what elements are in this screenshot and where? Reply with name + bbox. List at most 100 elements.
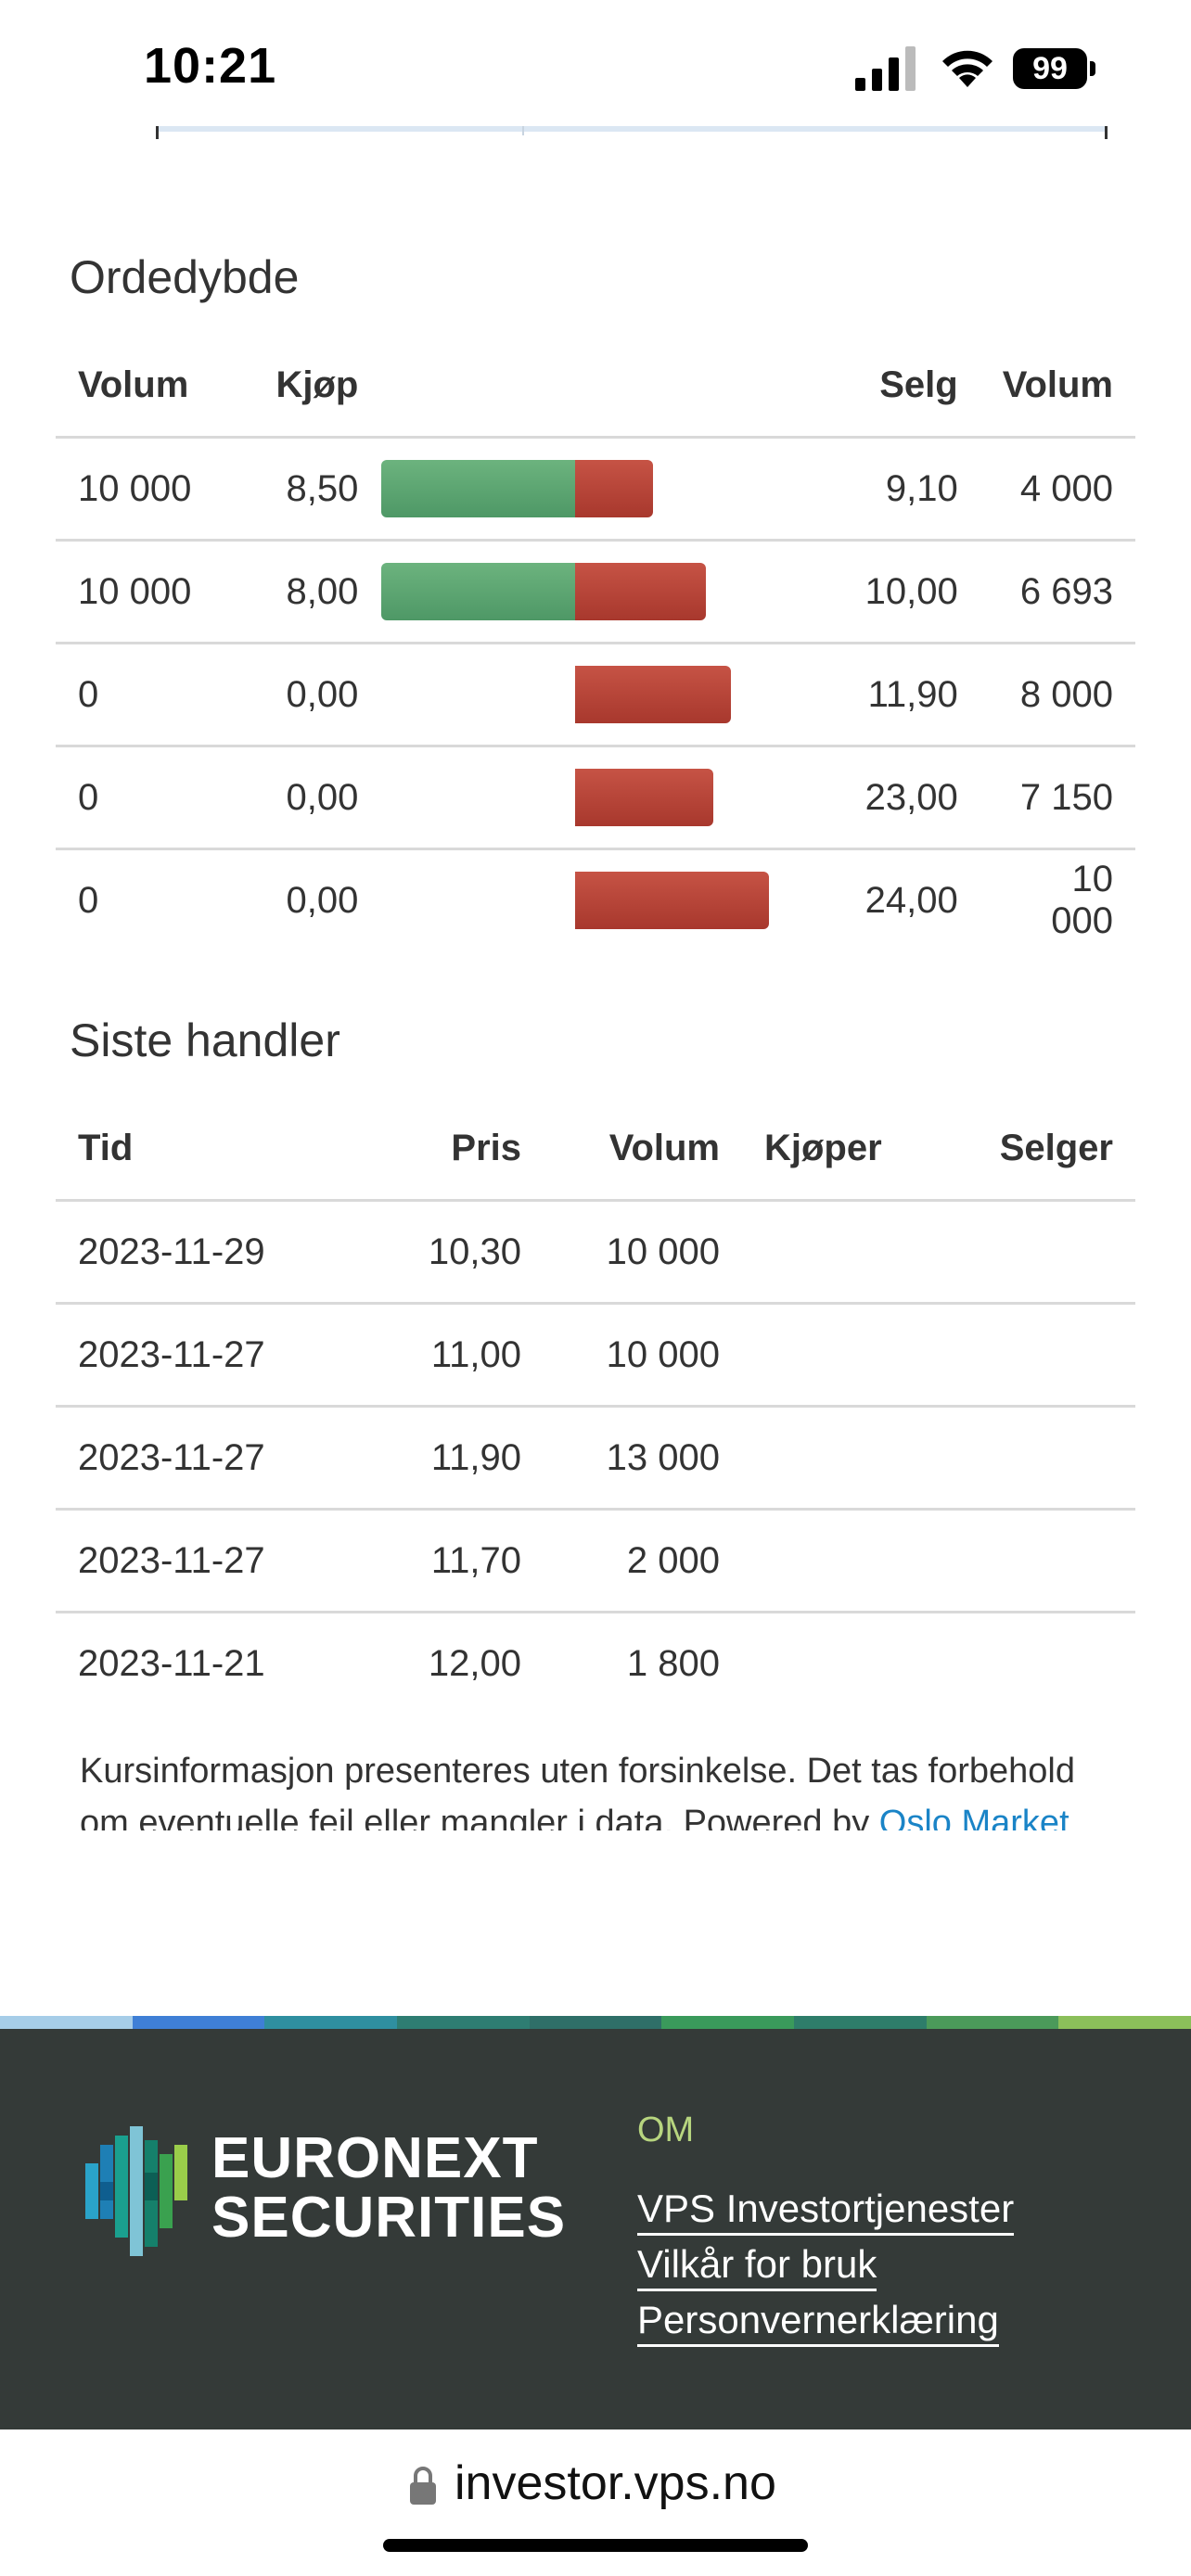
trade-row: 2023-11-27 11,90 13 000	[56, 1405, 1135, 1510]
stripe-segment	[661, 2016, 795, 2029]
buy-price-cell: 0,00	[236, 745, 381, 849]
buy-price-cell: 8,00	[236, 539, 381, 644]
footer-color-stripe	[0, 2016, 1191, 2029]
status-bar: 10:21 99	[0, 0, 1191, 139]
trade-time-cell: 2023-11-27	[56, 1405, 360, 1510]
status-time: 10:21	[144, 38, 277, 94]
wifi-icon	[942, 50, 992, 87]
lock-icon	[410, 2467, 436, 2505]
stripe-segment	[0, 2016, 133, 2029]
sell-depth-bar	[575, 666, 731, 723]
trade-time-cell: 2023-11-29	[56, 1199, 360, 1304]
depth-bar-cell	[380, 848, 811, 950]
stripe-segment	[529, 2016, 662, 2029]
buy-price-cell: 0,00	[236, 642, 381, 746]
trades-table: Tid Pris Volum Kjøper Selger 2023-11-29 1…	[56, 1097, 1135, 1714]
stripe-segment	[132, 2016, 265, 2029]
trades-header-row: Tid Pris Volum Kjøper Selger	[56, 1097, 1135, 1201]
trade-buyer-cell	[742, 1199, 972, 1304]
euronext-logo-text: EURONEXT SECURITIES	[211, 2129, 566, 2248]
header-price: Pris	[451, 1127, 521, 1168]
trade-row: 2023-11-27 11,00 10 000	[56, 1302, 1135, 1407]
trade-price-cell: 12,00	[360, 1611, 544, 1714]
trade-row: 2023-11-29 10,30 10 000	[56, 1199, 1135, 1304]
buy-volume-cell: 10 000	[56, 539, 237, 644]
footer-section-title: OM	[637, 2111, 695, 2149]
trades-title: Siste handler	[70, 1014, 340, 1066]
header-seller: Selger	[999, 1127, 1113, 1168]
buy-price-cell: 0,00	[236, 848, 381, 950]
footer: EURONEXT SECURITIES OM VPS Investortjene…	[0, 2029, 1191, 2429]
sell-depth-bar	[575, 769, 713, 826]
order-depth-row: 0 0,00 23,00 7 150	[56, 745, 1135, 849]
trade-seller-cell	[972, 1611, 1135, 1714]
buy-volume-cell: 10 000	[56, 436, 237, 541]
trade-seller-cell	[972, 1508, 1135, 1613]
sell-price-cell: 24,00	[810, 848, 980, 950]
url-text[interactable]: investor.vps.no	[455, 2456, 776, 2510]
sell-volume-cell: 10 000	[980, 848, 1135, 950]
oslo-market-link[interactable]: Oslo Market	[878, 1804, 1069, 1830]
buy-price-cell: 8,50	[236, 436, 381, 541]
sell-price-cell: 10,00	[810, 539, 980, 644]
header-time: Tid	[78, 1127, 134, 1168]
sell-price-cell: 23,00	[810, 745, 980, 849]
order-depth-table: Volum Kjøp Selg Volum 10 000 8,50 9,10 4 00…	[56, 334, 1135, 950]
order-depth-row: 0 0,00 24,00 10 000	[56, 848, 1135, 950]
disclaimer-text: Kursinformasjon presenteres uten forsink…	[80, 1752, 1075, 1830]
order-depth-header-row: Volum Kjøp Selg Volum	[56, 334, 1135, 438]
buy-depth-bar	[381, 563, 576, 620]
trade-time-cell: 2023-11-27	[56, 1302, 360, 1407]
buy-depth-bar	[381, 460, 576, 517]
sell-volume-cell: 8 000	[980, 642, 1135, 746]
sell-price-cell: 9,10	[810, 436, 980, 541]
trade-seller-cell	[972, 1302, 1135, 1407]
sell-depth-bar	[575, 872, 770, 929]
depth-bar-cell	[380, 436, 811, 541]
trade-buyer-cell	[742, 1302, 972, 1407]
battery-icon: 99	[1013, 48, 1096, 89]
stripe-segment	[1058, 2016, 1191, 2029]
trade-buyer-cell	[742, 1611, 972, 1714]
order-depth-row: 10 000 8,00 10,00 6 693	[56, 539, 1135, 644]
trade-buyer-cell	[742, 1405, 972, 1510]
header-buy-volume: Volum	[78, 363, 189, 405]
trade-volume-cell: 2 000	[544, 1508, 742, 1613]
trade-volume-cell: 10 000	[544, 1199, 742, 1304]
depth-bar-cell	[380, 745, 811, 849]
sell-volume-cell: 7 150	[980, 745, 1135, 849]
header-buyer: Kjøper	[764, 1127, 882, 1168]
privacy-policy-link[interactable]: Personvernerklæring	[637, 2296, 999, 2347]
euronext-logo-icon	[85, 2126, 187, 2256]
home-indicator[interactable]	[383, 2539, 808, 2552]
buy-volume-cell: 0	[56, 642, 237, 746]
buy-volume-cell: 0	[56, 745, 237, 849]
stripe-segment	[397, 2016, 530, 2029]
header-sell: Selg	[879, 363, 958, 405]
trade-price-cell: 10,30	[360, 1199, 544, 1304]
order-depth-row: 0 0,00 11,90 8 000	[56, 642, 1135, 746]
stripe-segment	[926, 2016, 1059, 2029]
sell-depth-bar	[575, 563, 706, 620]
header-bar	[380, 334, 810, 438]
header-volume: Volum	[608, 1127, 720, 1168]
depth-bar-cell	[380, 539, 811, 644]
trade-time-cell: 2023-11-21	[56, 1611, 360, 1714]
vps-investortjenester-link[interactable]: VPS Investortjenester	[637, 2185, 1015, 2236]
trade-time-cell: 2023-11-27	[56, 1508, 360, 1613]
trade-buyer-cell	[742, 1508, 972, 1613]
header-buy: Kjøp	[275, 363, 359, 405]
terms-of-use-link[interactable]: Vilkår for bruk	[637, 2240, 877, 2291]
sell-volume-cell: 4 000	[980, 436, 1135, 541]
cellular-signal-icon	[855, 46, 916, 91]
sell-depth-bar	[575, 460, 653, 517]
trade-price-cell: 11,90	[360, 1405, 544, 1510]
logo-line-1: EURONEXT	[211, 2126, 539, 2190]
trade-row: 2023-11-27 11,70 2 000	[56, 1508, 1135, 1613]
trade-seller-cell	[972, 1405, 1135, 1510]
browser-url-bar[interactable]: investor.vps.no	[0, 2429, 1191, 2576]
battery-level: 99	[1032, 51, 1068, 86]
stripe-segment	[264, 2016, 398, 2029]
trade-seller-cell	[972, 1199, 1135, 1304]
header-sell-volume: Volum	[1002, 363, 1113, 405]
